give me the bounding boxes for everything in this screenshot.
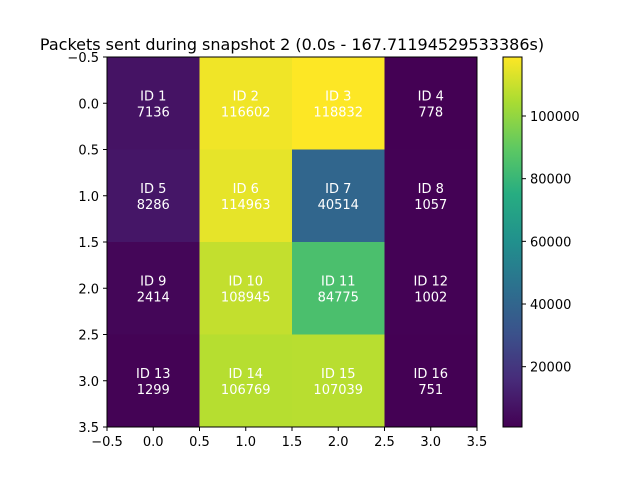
y-tick-label: 1.5 xyxy=(78,236,99,251)
cell-id-label: ID 10 xyxy=(228,274,263,289)
cell-value-label: 107039 xyxy=(313,383,363,398)
heatmap-cell xyxy=(292,149,385,243)
cell-id-label: ID 4 xyxy=(418,89,444,104)
cell-value-label: 778 xyxy=(418,105,443,120)
cell-value-label: 84775 xyxy=(318,290,359,305)
heatmap-cell xyxy=(107,57,200,150)
cell-id-label: ID 14 xyxy=(228,367,263,382)
heatmap-cell xyxy=(107,242,200,335)
cell-value-label: 118832 xyxy=(313,105,363,120)
colorbar-tick-label: 80000 xyxy=(530,173,571,188)
cell-id-label: ID 15 xyxy=(321,367,356,382)
heatmap-cell xyxy=(384,57,478,150)
heatmap-cell xyxy=(292,57,385,150)
colorbar-tick-label: 20000 xyxy=(530,361,571,376)
cell-value-label: 1057 xyxy=(414,198,447,213)
heatmap-cell xyxy=(384,334,478,428)
cell-id-label: ID 7 xyxy=(325,182,351,197)
y-tick-label: 0.0 xyxy=(78,97,99,112)
x-tick-label: 3.0 xyxy=(420,435,441,450)
axes: −0.5 0.0 0.5 1.0 1.5 2.0 2.5 3.0 3.5−0.50.00.51.… xyxy=(67,51,487,450)
colorbar-gradient xyxy=(502,56,523,428)
cell-id-label: ID 16 xyxy=(413,367,448,382)
cell-value-label: 1002 xyxy=(414,290,447,305)
cell-value-label: 7136 xyxy=(137,105,170,120)
colorbar-tick-label: 60000 xyxy=(530,235,571,250)
cell-value-label: 751 xyxy=(418,383,443,398)
heatmap-cell xyxy=(107,149,200,243)
cell-id-label: ID 9 xyxy=(140,274,166,289)
colorbar-tick-label: 100000 xyxy=(530,110,580,125)
cell-id-label: ID 8 xyxy=(418,182,444,197)
x-tick-label: 2.0 xyxy=(328,435,349,450)
cell-value-label: 106769 xyxy=(221,383,271,398)
cell-id-label: ID 2 xyxy=(233,89,259,104)
x-tick-label: 2.5 xyxy=(374,435,395,450)
x-tick-label: 1.5 xyxy=(282,435,303,450)
cell-id-label: ID 13 xyxy=(136,367,171,382)
y-tick-label: 1.0 xyxy=(78,190,99,205)
cell-value-label: 1299 xyxy=(137,383,170,398)
heatmap-cell xyxy=(292,334,385,428)
cell-value-label: 40514 xyxy=(318,198,359,213)
cell-value-label: 114963 xyxy=(221,198,271,213)
y-tick-label: 2.5 xyxy=(78,329,99,344)
x-tick-label: −0.5 xyxy=(91,435,123,450)
cell-value-label: 116602 xyxy=(221,105,271,120)
colorbar: 20000 40000 60000 80000 100000 xyxy=(502,56,580,428)
heatmap-cell xyxy=(199,334,293,428)
colorbar-tick-label: 40000 xyxy=(530,298,571,313)
heatmap-cell xyxy=(384,242,478,335)
x-tick-label: 1.0 xyxy=(235,435,256,450)
y-tick-label: 2.0 xyxy=(78,282,99,297)
cell-id-label: ID 12 xyxy=(413,274,448,289)
heatmap-cell xyxy=(199,242,293,335)
y-tick-label: 3.5 xyxy=(78,421,99,436)
y-tick-label: −0.5 xyxy=(67,51,99,66)
cell-id-label: ID 5 xyxy=(140,182,166,197)
x-tick-label: 0.5 xyxy=(189,435,210,450)
cell-id-label: ID 1 xyxy=(140,89,166,104)
heatmap-cell xyxy=(199,149,293,243)
cell-value-label: 8286 xyxy=(137,198,170,213)
heatmap-cell xyxy=(199,57,293,150)
heatmap-cell xyxy=(292,242,385,335)
y-tick-label: 0.5 xyxy=(78,144,99,159)
cell-value-label: 2414 xyxy=(137,290,170,305)
heatmap-cell xyxy=(107,334,200,428)
cell-value-label: 108945 xyxy=(221,290,271,305)
cell-id-label: ID 6 xyxy=(233,182,259,197)
x-tick-label: 3.5 xyxy=(467,435,488,450)
x-tick-label: 0.0 xyxy=(143,435,164,450)
cell-id-label: ID 11 xyxy=(321,274,356,289)
cell-id-label: ID 3 xyxy=(325,89,351,104)
y-tick-label: 3.0 xyxy=(78,375,99,390)
heatmap-cell xyxy=(384,149,478,243)
chart-title: Packets sent during snapshot 2 (0.0s - 1… xyxy=(40,35,544,54)
